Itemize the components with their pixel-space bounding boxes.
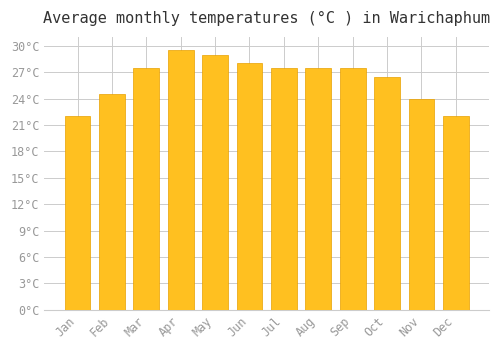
Bar <box>340 68 365 310</box>
Bar <box>168 50 194 310</box>
Bar <box>134 68 159 310</box>
Bar <box>202 55 228 310</box>
Bar <box>271 68 297 310</box>
Bar <box>236 63 262 310</box>
Title: Average monthly temperatures (°C ) in Warichaphum: Average monthly temperatures (°C ) in Wa… <box>43 11 490 26</box>
Bar <box>408 99 434 310</box>
Bar <box>374 77 400 310</box>
Bar <box>64 116 90 310</box>
Bar <box>306 68 331 310</box>
Bar <box>443 116 468 310</box>
Bar <box>99 94 125 310</box>
